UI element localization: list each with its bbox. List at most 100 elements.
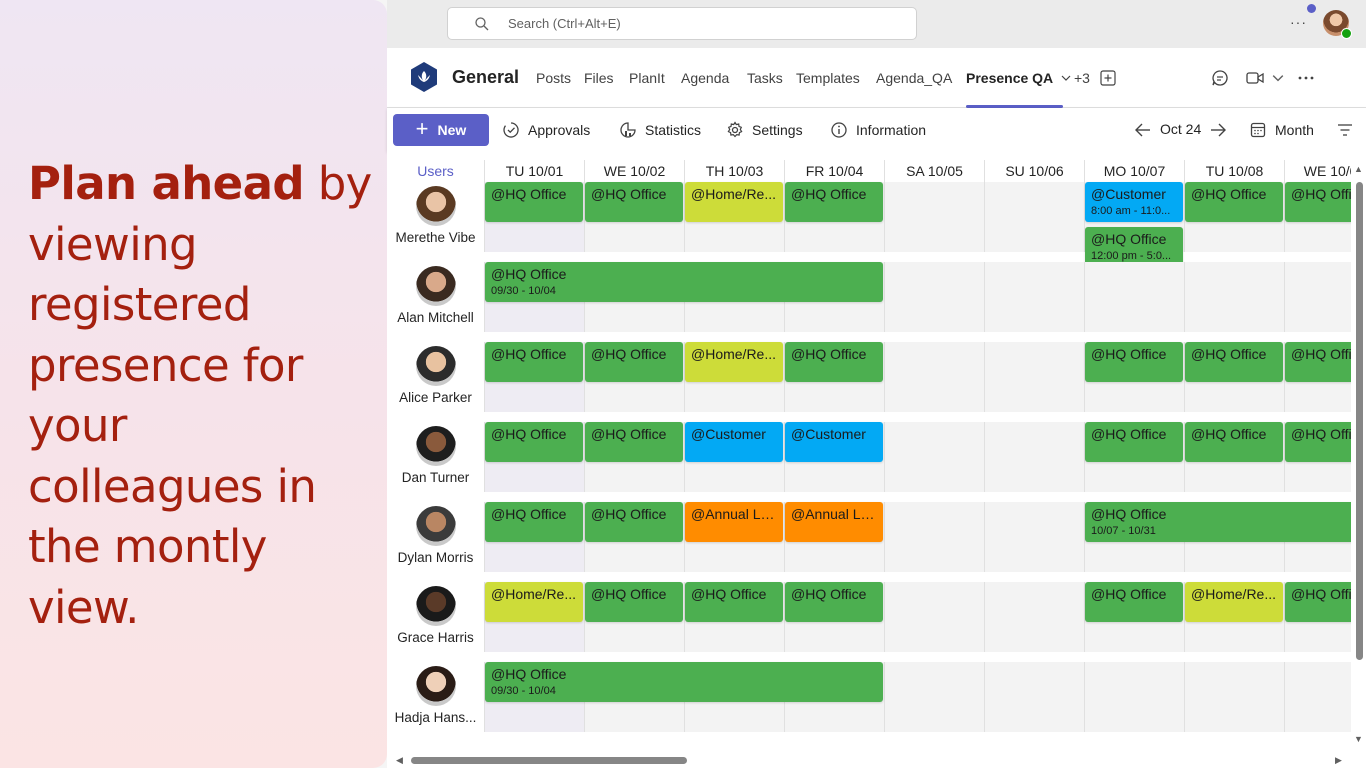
user-avatar[interactable] [416, 506, 456, 546]
settings-button[interactable]: Settings [726, 121, 803, 139]
presence-event[interactable]: @Annual Le... [685, 502, 783, 542]
new-button[interactable]: + New [393, 114, 489, 146]
event-title: @HQ Office [1191, 426, 1267, 442]
presence-event[interactable]: @Home/Re... [1185, 582, 1283, 622]
approvals-button[interactable]: Approvals [502, 121, 590, 139]
approvals-label: Approvals [528, 122, 591, 138]
presence-event[interactable]: @Customer 8:00 am - 11:0... [1085, 182, 1183, 222]
search-box[interactable]: Search (Ctrl+Alt+E) [447, 7, 917, 40]
day-cell[interactable] [984, 662, 1084, 732]
presence-event[interactable]: @Annual Le... [785, 502, 883, 542]
day-cell[interactable] [884, 582, 984, 652]
day-cell[interactable] [884, 342, 984, 412]
presence-event[interactable]: @HQ Office [585, 182, 683, 222]
view-selector[interactable]: Month [1249, 121, 1314, 139]
day-cell[interactable] [984, 182, 1084, 252]
user-avatar[interactable] [416, 666, 456, 706]
event-title: @Home/Re... [691, 186, 777, 202]
presence-event[interactable]: @HQ Office [785, 182, 883, 222]
presence-event[interactable]: @HQ Office [485, 342, 583, 382]
arrow-left-icon[interactable] [1134, 122, 1152, 138]
day-cell[interactable] [1184, 662, 1284, 732]
user-avatar[interactable] [416, 426, 456, 466]
day-cell[interactable] [1084, 662, 1184, 732]
scroll-up-icon[interactable]: ▲ [1354, 164, 1363, 174]
tab-agenda[interactable]: Agenda [681, 70, 730, 86]
presence-event[interactable]: @HQ Office [785, 342, 883, 382]
presence-event[interactable]: @HQ Office [685, 582, 783, 622]
horizontal-scrollbar[interactable]: ◀ ▶ [387, 752, 1366, 768]
tab-templates[interactable]: Templates [796, 70, 860, 86]
filter-icon[interactable] [1337, 123, 1353, 137]
presence-event[interactable]: @HQ Office [485, 182, 583, 222]
horizontal-scroll-thumb[interactable] [411, 757, 687, 764]
day-cell[interactable] [984, 582, 1084, 652]
day-cell[interactable] [884, 662, 984, 732]
presence-event[interactable]: @HQ Office [785, 582, 883, 622]
tab-agenda-qa[interactable]: Agenda_QA [876, 70, 953, 86]
presence-event[interactable]: @Home/Re... [685, 182, 783, 222]
presence-event[interactable]: @HQ Office 09/30 - 10/04 [485, 262, 883, 302]
presence-event[interactable]: @Home/Re... [685, 342, 783, 382]
vertical-scroll-thumb[interactable] [1356, 182, 1363, 660]
tab-more-count[interactable]: +3 [1074, 70, 1090, 86]
title-bar: Search (Ctrl+Alt+E) ··· [387, 0, 1366, 48]
user-avatar[interactable] [416, 186, 456, 226]
arrow-right-icon[interactable] [1209, 122, 1227, 138]
presence-event[interactable]: @HQ Office [1185, 342, 1283, 382]
tab-tasks[interactable]: Tasks [747, 70, 783, 86]
chat-icon[interactable] [1210, 68, 1230, 88]
tab-planit[interactable]: PlanIt [629, 70, 665, 86]
presence-event[interactable]: @Customer [785, 422, 883, 462]
day-cell[interactable] [884, 262, 984, 332]
event-title: @HQ Office [791, 586, 867, 602]
scroll-right-icon[interactable]: ▶ [1335, 755, 1342, 765]
day-cell[interactable] [984, 262, 1084, 332]
presence-event[interactable]: @Home/Re... [485, 582, 583, 622]
presence-event[interactable]: @HQ Office [585, 502, 683, 542]
presence-event[interactable]: @HQ Office 10/07 - 10/31 [1085, 502, 1366, 542]
user-info: Dan Turner [387, 422, 484, 512]
event-title: @HQ Office [791, 186, 867, 202]
day-cell[interactable] [1084, 262, 1184, 332]
day-cell[interactable] [984, 342, 1084, 412]
presence-event[interactable]: @HQ Office [585, 582, 683, 622]
add-tab-icon[interactable] [1100, 70, 1116, 86]
presence-event[interactable]: @HQ Office 09/30 - 10/04 [485, 662, 883, 702]
user-row: Dan Turner @HQ Office @HQ Office @Customer @… [387, 422, 1366, 512]
presence-event[interactable]: @HQ Office [1085, 422, 1183, 462]
user-avatar[interactable] [416, 346, 456, 386]
presence-event[interactable]: @HQ Office [485, 422, 583, 462]
presence-event[interactable]: @HQ Office [585, 342, 683, 382]
user-avatar[interactable] [416, 586, 456, 626]
presence-event[interactable]: @HQ Office [1185, 182, 1283, 222]
event-title: @Annual Le... [691, 506, 777, 522]
day-cell[interactable] [884, 182, 984, 252]
day-cell[interactable] [884, 422, 984, 492]
presence-event[interactable]: @HQ Office 12:00 pm - 5:0... [1085, 227, 1183, 267]
video-call-icon[interactable] [1245, 68, 1265, 88]
day-cell[interactable] [884, 502, 984, 572]
tab-posts[interactable]: Posts [536, 70, 572, 86]
more-icon[interactable] [1296, 68, 1316, 88]
info-icon [831, 122, 847, 138]
tab-files[interactable]: Files [584, 70, 614, 86]
information-button[interactable]: Information [830, 121, 926, 139]
tab-presence-qa[interactable]: Presence QA [966, 70, 1071, 86]
presence-event[interactable]: @HQ Office [485, 502, 583, 542]
user-avatar[interactable] [416, 266, 456, 306]
day-cell[interactable] [984, 502, 1084, 572]
presence-event[interactable]: @HQ Office [585, 422, 683, 462]
vertical-scrollbar[interactable]: ▲ ▼ [1351, 152, 1366, 752]
scroll-left-icon[interactable]: ◀ [396, 755, 403, 765]
presence-event[interactable]: @HQ Office [1085, 582, 1183, 622]
scroll-down-icon[interactable]: ▼ [1354, 734, 1363, 744]
presence-event[interactable]: @HQ Office [1185, 422, 1283, 462]
statistics-button[interactable]: Statistics [619, 121, 701, 139]
presence-event[interactable]: @Customer [685, 422, 783, 462]
more-options-icon[interactable]: ··· [1290, 14, 1307, 30]
day-cell[interactable] [984, 422, 1084, 492]
video-options-chevron-icon[interactable] [1272, 72, 1284, 84]
presence-event[interactable]: @HQ Office [1085, 342, 1183, 382]
day-cell[interactable] [1184, 262, 1284, 332]
